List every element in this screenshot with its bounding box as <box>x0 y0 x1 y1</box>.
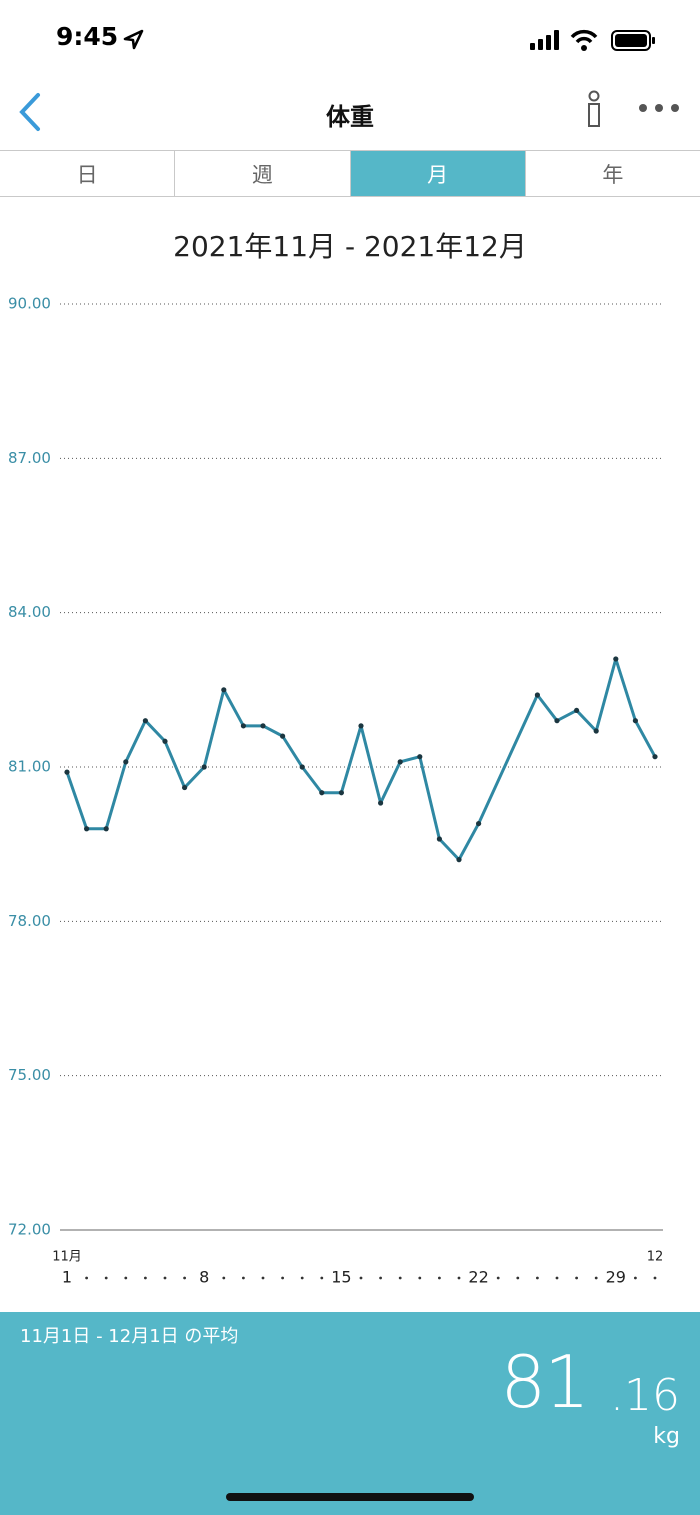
data-point <box>554 718 560 724</box>
location-icon <box>123 29 144 50</box>
x-tick-dot <box>242 1276 245 1280</box>
data-point <box>632 718 639 724</box>
data-point <box>397 759 403 765</box>
x-tick-dot <box>320 1276 324 1280</box>
x-tick-label: 8 <box>199 1268 209 1287</box>
x-month-label: 11月 <box>52 1250 82 1265</box>
data-point <box>103 826 109 832</box>
data-point <box>378 800 384 806</box>
data-line <box>65 657 657 862</box>
data-point <box>358 723 364 729</box>
x-tick-label: 1 <box>62 1268 72 1287</box>
data-point <box>280 733 286 739</box>
x-tick-label: 15 <box>331 1268 351 1287</box>
x-tick-dot <box>555 1276 559 1280</box>
x-tick-dot <box>516 1276 520 1280</box>
data-point <box>593 728 599 734</box>
data-point <box>162 738 168 744</box>
tab[interactable]: 週 <box>175 151 351 196</box>
tab[interactable]: 年 <box>602 162 624 187</box>
nav-bar: 体重 <box>0 80 700 148</box>
data-point <box>476 820 482 827</box>
data-point <box>574 707 580 714</box>
data-point <box>260 723 266 729</box>
x-tick-dot <box>379 1276 382 1280</box>
x-tick-dot <box>183 1276 187 1280</box>
average-unit: kg <box>653 1424 680 1449</box>
tab[interactable]: 月 <box>350 151 526 196</box>
x-tick-dot <box>124 1276 128 1280</box>
summary-label: 11月1日 - 12月1日 の平均 <box>20 1326 239 1347</box>
y-tick-label: 72.00 <box>8 1221 51 1239</box>
nav-title: 体重 <box>326 103 374 131</box>
y-tick-label: 84.00 <box>8 603 51 621</box>
x-tick-dot <box>496 1276 500 1280</box>
x-month-label: 12 <box>647 1250 664 1265</box>
data-point <box>417 754 423 760</box>
data-point <box>240 723 246 729</box>
tab[interactable]: 日 <box>0 151 176 196</box>
period-tabs: 日週月 年 <box>0 150 700 197</box>
data-point <box>84 826 90 832</box>
more-button[interactable] <box>636 98 682 118</box>
x-tick-label: 22 <box>468 1268 488 1287</box>
summary-panel: 11月1日 - 12月1日 の平均 81 .16 kg <box>0 1312 700 1515</box>
x-tick-dot <box>85 1276 88 1280</box>
data-point <box>123 759 129 765</box>
x-tick-dot <box>653 1276 657 1280</box>
chart-title: 2021年11月 - 2021年12月 <box>173 230 527 263</box>
info-button[interactable] <box>582 90 606 130</box>
x-tick-dot <box>398 1276 402 1280</box>
y-tick-label: 75.00 <box>8 1066 51 1084</box>
back-button[interactable] <box>16 92 46 132</box>
average-integer: 81 <box>500 1340 590 1424</box>
y-tick-label: 90.00 <box>8 295 51 313</box>
y-tick-label: 78.00 <box>8 912 51 930</box>
data-point <box>534 692 541 698</box>
data-point <box>456 857 462 863</box>
x-tick-dot <box>261 1276 265 1280</box>
x-tick-dot <box>418 1276 422 1280</box>
data-point <box>436 836 442 842</box>
data-point <box>652 754 658 760</box>
x-tick-dot <box>457 1276 461 1280</box>
x-tick-dot <box>222 1276 226 1280</box>
x-tick-dot <box>594 1276 598 1280</box>
status-icons <box>530 29 655 51</box>
x-tick-dot <box>536 1276 539 1280</box>
status-bar: 9:45 <box>0 0 700 80</box>
x-tick-dot <box>438 1276 441 1280</box>
data-point <box>221 687 227 693</box>
home-indicator <box>226 1493 474 1501</box>
y-tick-label: 81.00 <box>8 758 51 776</box>
x-tick-dot <box>359 1276 363 1280</box>
clock: 9:45 <box>56 22 119 51</box>
average-fraction: .16 <box>610 1370 680 1421</box>
x-tick-dot <box>634 1276 637 1280</box>
data-point <box>182 784 188 791</box>
x-tick-dot <box>163 1276 167 1280</box>
x-tick-dot <box>104 1276 108 1280</box>
x-tick-dot <box>144 1276 147 1280</box>
x-tick-dot <box>575 1276 578 1280</box>
data-point <box>201 764 207 770</box>
data-point <box>142 718 148 724</box>
chart: 2021年11月 - 2021年12月 72.00 75.00 78.00 81.00… <box>8 230 664 1287</box>
x-tick-dot <box>300 1276 304 1280</box>
data-point <box>299 764 305 770</box>
data-point <box>64 769 70 775</box>
y-tick-label: 87.00 <box>8 449 51 467</box>
data-point <box>338 790 344 796</box>
x-tick-dot <box>281 1276 284 1280</box>
x-tick-label: 29 <box>606 1268 626 1287</box>
data-point <box>319 790 325 796</box>
data-point <box>613 656 619 662</box>
